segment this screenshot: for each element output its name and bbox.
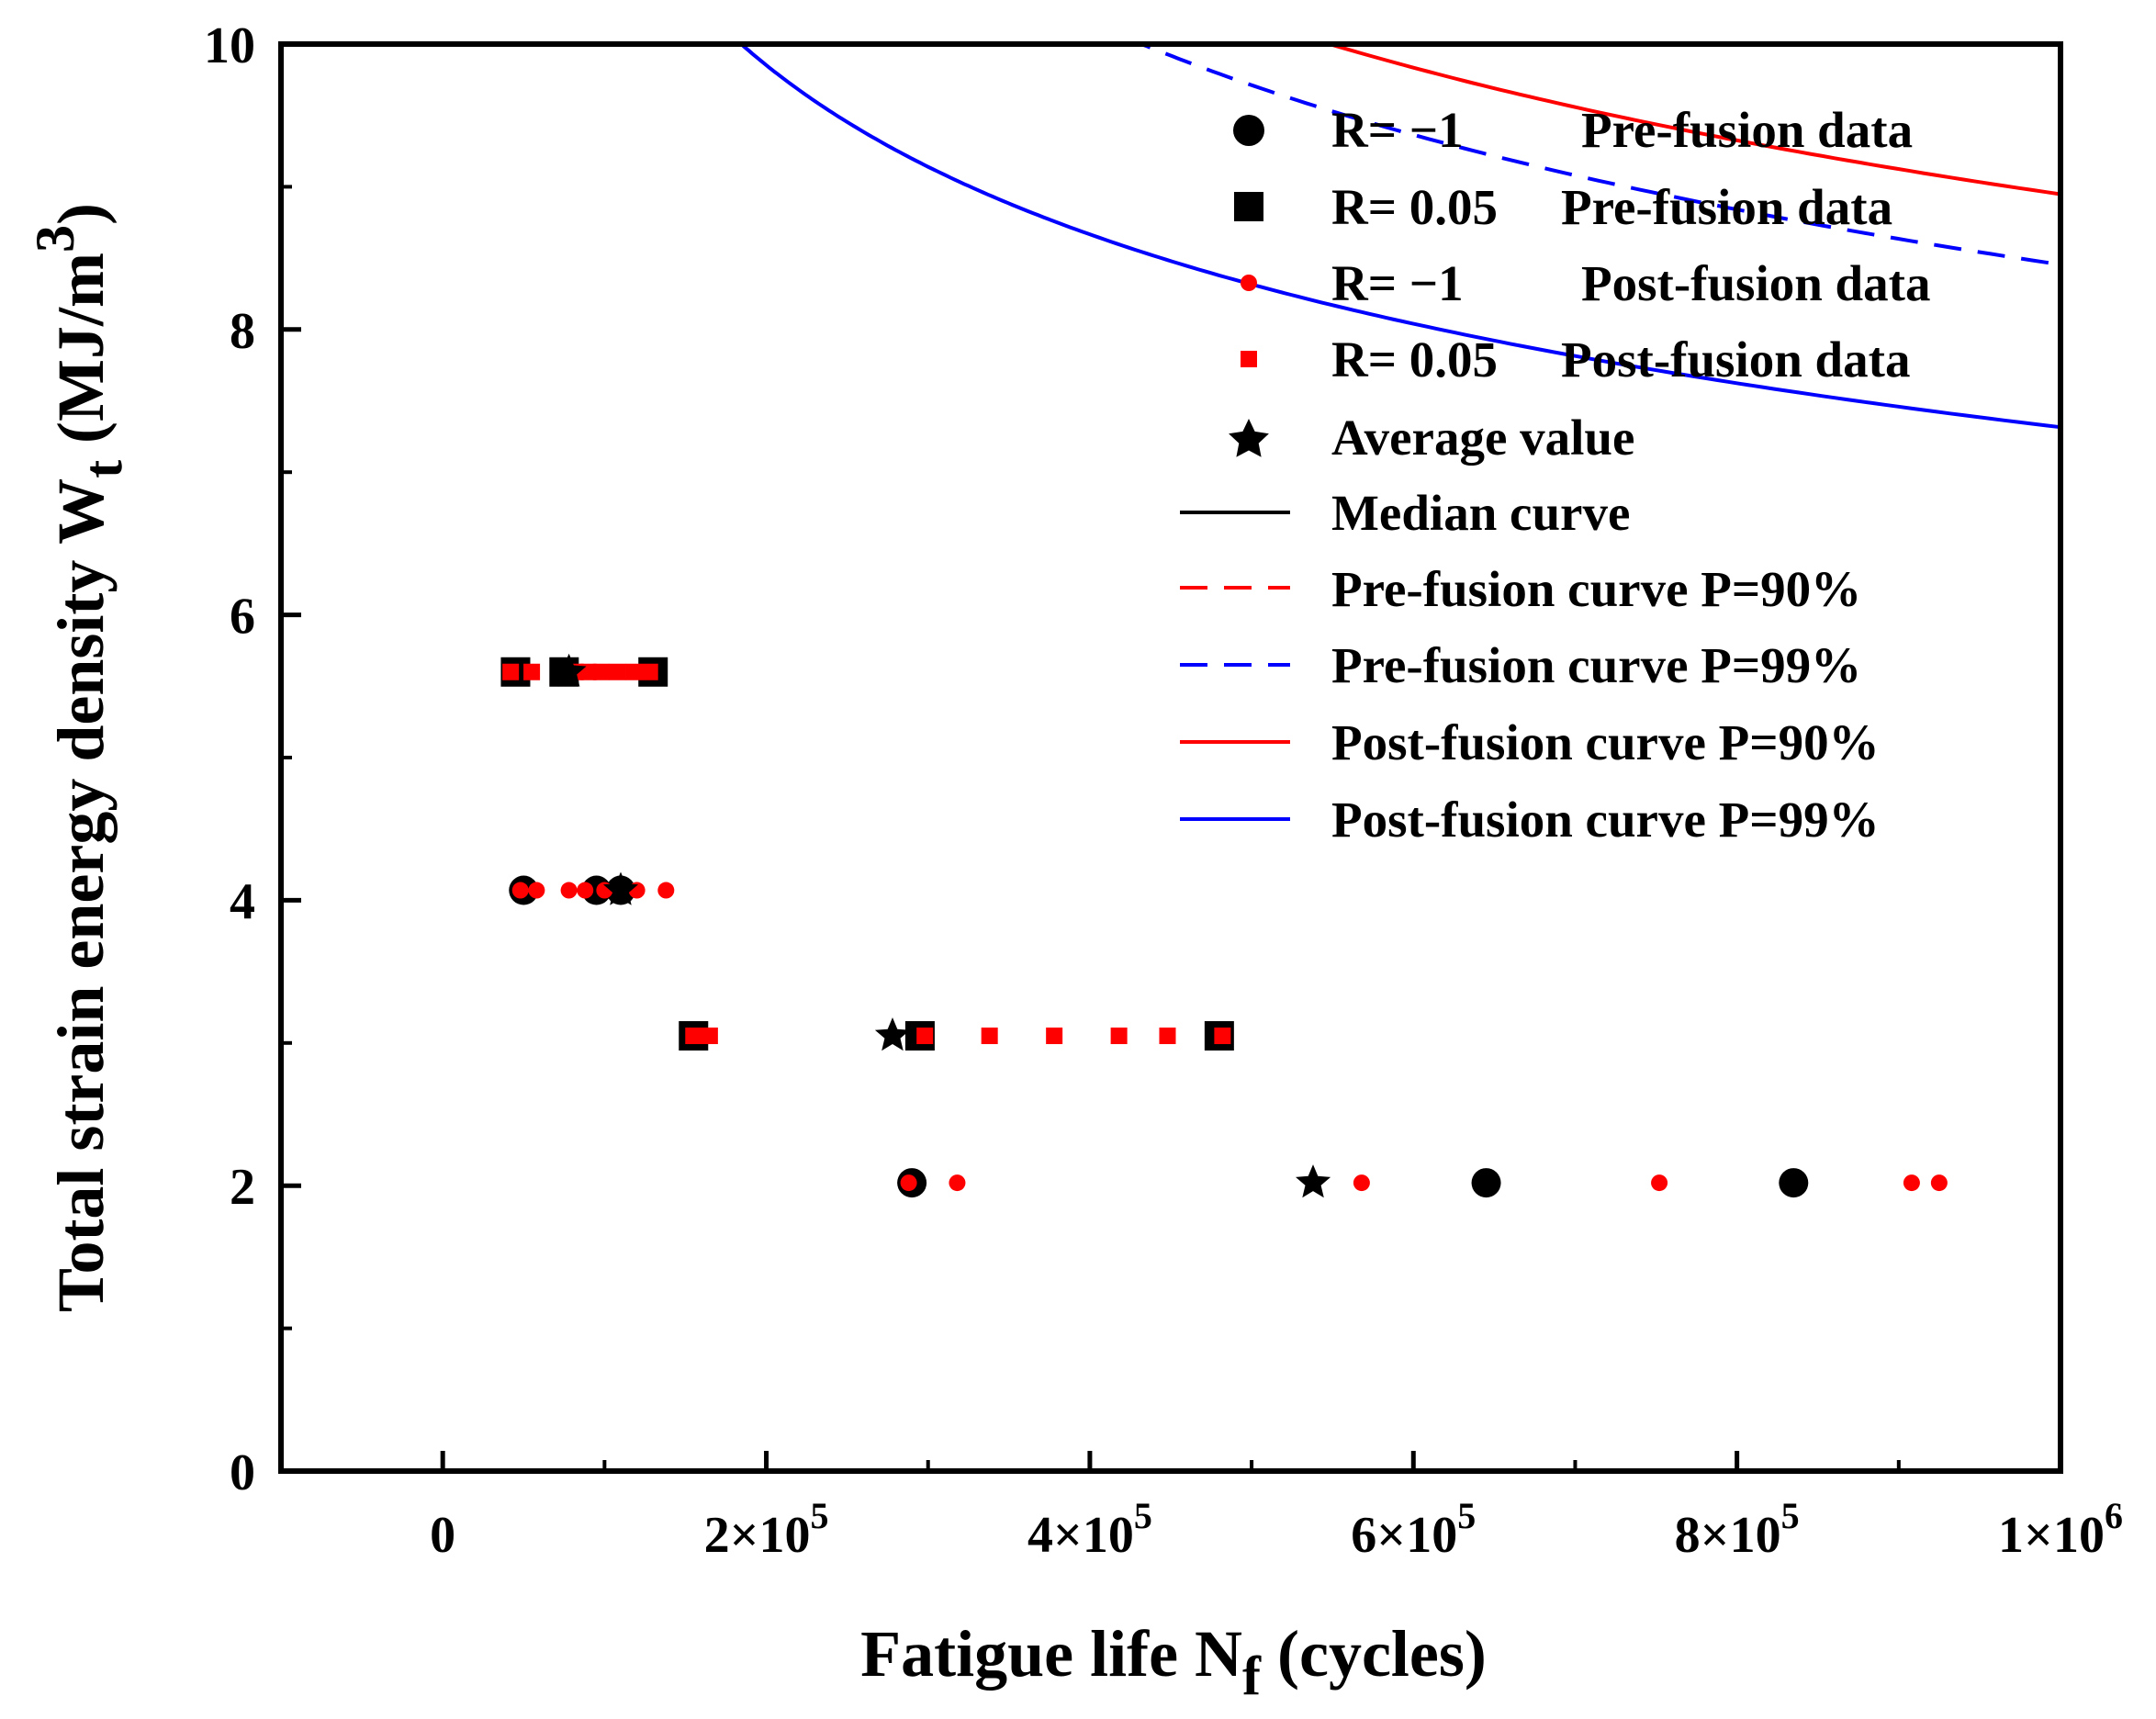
point-square-small-10 — [916, 1028, 934, 1045]
x-tick-label-2: 4×105 — [1027, 1495, 1152, 1564]
point-circle-small-12 — [1930, 1174, 1948, 1192]
legend-item-post-fusion-p99: Post-fusion curve P=99% — [1180, 792, 1880, 848]
legend-item-pre-fusion-r-minus-1: R= −1 Pre-fusion data — [1233, 102, 1913, 158]
point-square-small-0 — [502, 663, 520, 680]
point-circle-small-10 — [1651, 1174, 1668, 1192]
legend-item-pre-fusion-r-005: R= 0.05 Pre-fusion data — [1234, 179, 1892, 235]
legend-item-median-curve: Median curve — [1180, 485, 1630, 541]
point-circle-large-5 — [1779, 1168, 1809, 1198]
x-tick-label-4: 8×105 — [1675, 1495, 1800, 1564]
point-circle-small-7 — [900, 1174, 917, 1192]
y-axis-title-sub: t — [73, 460, 133, 478]
y-axis-title-unit-open: (MJ/m — [44, 253, 118, 460]
x-tick-label-base: 4×10 — [1027, 1507, 1134, 1564]
legend-item-post-fusion-r-minus-1: R= −1 Post-fusion data — [1241, 255, 1930, 311]
legend-label: Post-fusion curve P=90% — [1331, 714, 1880, 770]
x-tick-label-exp: 5 — [1134, 1495, 1152, 1536]
x-tick-label-exp: 5 — [811, 1495, 829, 1536]
point-circle-small-11 — [1903, 1174, 1920, 1192]
legend-item-post-fusion-r-005: R= 0.05 Post-fusion data — [1241, 331, 1910, 388]
y-axis-title-main: Total strain energy density W — [44, 478, 118, 1312]
x-axis-title-tail: (cycles) — [1261, 1617, 1487, 1691]
point-square-small-13 — [1110, 1028, 1128, 1045]
x-tick-label-exp: 6 — [2105, 1495, 2123, 1536]
legend-marker-square-large — [1234, 192, 1263, 221]
y-tick-label-0: 0 — [230, 1444, 255, 1501]
legend-r-value: R= 0.05 — [1331, 179, 1498, 235]
ticks-layer — [279, 41, 2063, 1474]
legend-label: Median curve — [1331, 485, 1630, 541]
point-square-small-9 — [701, 1028, 718, 1045]
points-layer — [500, 653, 1948, 1198]
x-tick-label-3: 6×105 — [1351, 1495, 1476, 1564]
y-tick-label-2: 4 — [230, 873, 255, 930]
point-star-3 — [1296, 1164, 1331, 1198]
point-square-small-11 — [981, 1028, 998, 1045]
y-tick-label-5: 10 — [204, 17, 255, 74]
y-tick-label-1: 2 — [230, 1159, 255, 1216]
y-axis-title: Total strain energy density Wt (MJ/m3) — [25, 203, 133, 1312]
legend-label: Pre-fusion curve P=99% — [1331, 637, 1861, 693]
point-square-small-8 — [685, 1028, 702, 1045]
legend-r-value: R= −1 — [1331, 102, 1464, 158]
legend-item-average-value: Average value — [1229, 410, 1634, 466]
point-circle-small-8 — [949, 1174, 966, 1192]
x-tick-label-base: 6×10 — [1351, 1507, 1457, 1564]
point-square-small-12 — [1046, 1028, 1063, 1045]
point-square-small-4 — [592, 663, 610, 680]
point-circle-large-4 — [1471, 1168, 1501, 1198]
point-square-small-7 — [641, 663, 658, 680]
legend-label: Pre-fusion data — [1581, 102, 1913, 158]
legend-marker-square-small — [1241, 351, 1257, 367]
point-star-0 — [551, 653, 587, 687]
legend-item-pre-fusion-p90: Pre-fusion curve P=90% — [1180, 561, 1861, 617]
legend-label: Pre-fusion curve P=90% — [1331, 561, 1861, 617]
legend-r-value: R= 0.05 — [1331, 331, 1498, 388]
x-tick-label-0: 0 — [430, 1507, 455, 1564]
legend-label: Pre-fusion data — [1561, 179, 1892, 235]
point-star-2 — [874, 1017, 910, 1051]
legend-item-post-fusion-p90: Post-fusion curve P=90% — [1180, 714, 1880, 770]
legend-item-pre-fusion-p99: Pre-fusion curve P=99% — [1180, 637, 1861, 693]
point-square-small-6 — [625, 663, 643, 680]
x-axis-title-main: Fatigue life N — [860, 1617, 1242, 1691]
point-star-1 — [603, 871, 638, 905]
x-axis-title: Fatigue life Nf (cycles) — [860, 1617, 1487, 1706]
point-square-small-15 — [1214, 1028, 1231, 1045]
legend-label: Post-fusion data — [1581, 255, 1930, 311]
point-circle-small-0 — [511, 882, 529, 899]
y-axis-title-sup: 3 — [25, 225, 85, 253]
legend-marker-circle-small — [1241, 275, 1257, 291]
point-square-small-1 — [523, 663, 541, 680]
x-tick-label-5: 1×106 — [1998, 1495, 2123, 1564]
x-tick-label-base: 2×10 — [704, 1507, 811, 1564]
point-circle-small-1 — [528, 882, 545, 899]
legend: R= −1 Pre-fusion data R= 0.05 Pre-fusion… — [1180, 102, 1930, 848]
x-tick-label-1: 2×105 — [704, 1495, 829, 1564]
point-square-small-5 — [609, 663, 626, 680]
legend-label: Average value — [1331, 410, 1634, 466]
legend-marker-circle-large — [1233, 115, 1264, 146]
x-tick-label-base: 8×10 — [1675, 1507, 1781, 1564]
point-square-small-14 — [1159, 1028, 1176, 1045]
y-tick-label-3: 6 — [230, 589, 255, 646]
x-tick-label-base: 1×10 — [1998, 1507, 2105, 1564]
legend-label: Post-fusion curve P=99% — [1331, 792, 1880, 848]
legend-r-value: R= −1 — [1331, 255, 1464, 311]
x-axis-title-sub: f — [1242, 1646, 1262, 1706]
x-tick-label-exp: 5 — [1457, 1495, 1476, 1536]
legend-marker-star-icon — [1229, 419, 1269, 457]
x-tick-label-exp: 5 — [1781, 1495, 1800, 1536]
y-axis-title-unit-close: ) — [44, 203, 118, 225]
legend-label: Post-fusion data — [1561, 331, 1910, 388]
point-circle-small-3 — [577, 882, 594, 899]
point-circle-small-6 — [657, 882, 675, 899]
point-circle-small-2 — [560, 882, 578, 899]
point-circle-small-9 — [1353, 1174, 1370, 1192]
y-tick-label-4: 8 — [230, 303, 255, 360]
